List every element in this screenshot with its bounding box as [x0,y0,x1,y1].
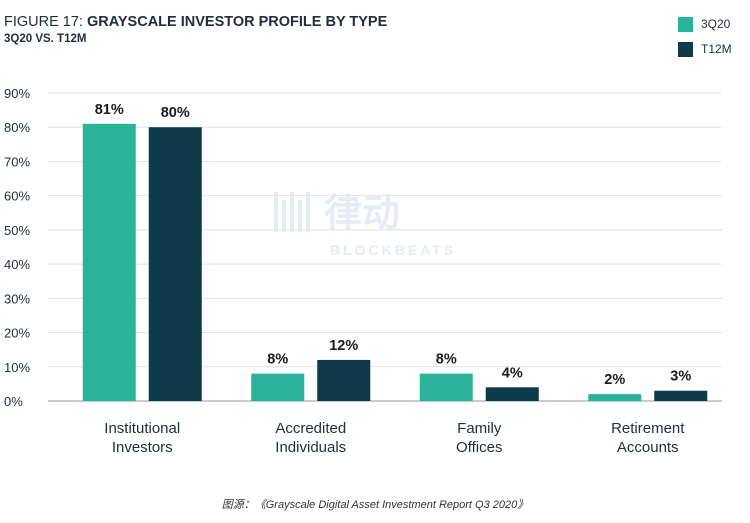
data-label: 12% [329,338,358,354]
y-tick-label: 40% [4,257,30,272]
x-tick-label: Accounts [617,439,679,456]
watermark-logo-bar [298,200,302,232]
watermark-logo-bar [282,200,286,232]
legend-item-t12m: T12M [678,41,732,57]
watermark-sub: BLOCKBEATS [330,242,456,258]
x-tick-label: Accredited [275,420,346,437]
watermark-logo-bar [290,192,294,232]
watermark-logo-bar [306,192,310,232]
legend-label-t12m: T12M [701,42,732,56]
data-label: 8% [436,352,457,368]
bar-3q20-1 [251,373,305,401]
bar-3q20-2 [419,373,473,401]
chart-title-main: GRAYSCALE INVESTOR PROFILE BY TYPE [87,14,388,30]
data-label: 81% [95,102,124,118]
data-label: 80% [161,105,190,121]
bar-t12m-3 [654,390,708,401]
watermark-logo-bar [274,192,278,232]
x-tick-label: Investors [112,439,173,456]
data-label: 2% [604,372,625,388]
y-tick-label: 10% [4,360,30,375]
chart-title: FIGURE 17: GRAYSCALE INVESTOR PROFILE BY… [4,14,387,30]
x-tick-label: Family [457,420,502,437]
x-tick-label: Individuals [275,439,346,456]
data-label: 3% [670,369,691,385]
y-tick-label: 20% [4,326,30,341]
y-tick-label: 30% [4,291,30,306]
watermark-brand: 律动 [324,191,400,235]
data-label: 4% [502,365,523,381]
y-tick-label: 50% [4,223,30,238]
x-tick-label: Institutional [104,420,180,437]
x-tick-label: Retirement [611,420,685,437]
y-tick-label: 60% [4,189,30,204]
bar-t12m-0 [148,127,202,401]
legend: 3Q20 T12M [678,16,732,66]
y-tick-label: 80% [4,120,30,135]
legend-swatch-3q20 [678,16,693,32]
y-tick-label: 90% [4,86,30,101]
source-caption: 图源：《Grayscale Digital Asset Investment R… [221,499,529,511]
y-tick-label: 0% [4,394,23,409]
bar-3q20-0 [82,123,136,402]
chart-subtitle: 3Q20 VS. T12M [4,33,87,45]
y-tick-label: 70% [4,154,30,169]
legend-item-3q20: 3Q20 [678,16,732,32]
x-tick-label: Offices [456,439,502,456]
bar-3q20-3 [588,394,642,401]
figure-number: FIGURE 17: [4,14,83,30]
data-label: 8% [267,352,288,368]
legend-label-3q20: 3Q20 [701,17,731,31]
legend-swatch-t12m [678,41,693,57]
bar-t12m-1 [317,359,371,401]
bar-t12m-2 [485,387,539,401]
